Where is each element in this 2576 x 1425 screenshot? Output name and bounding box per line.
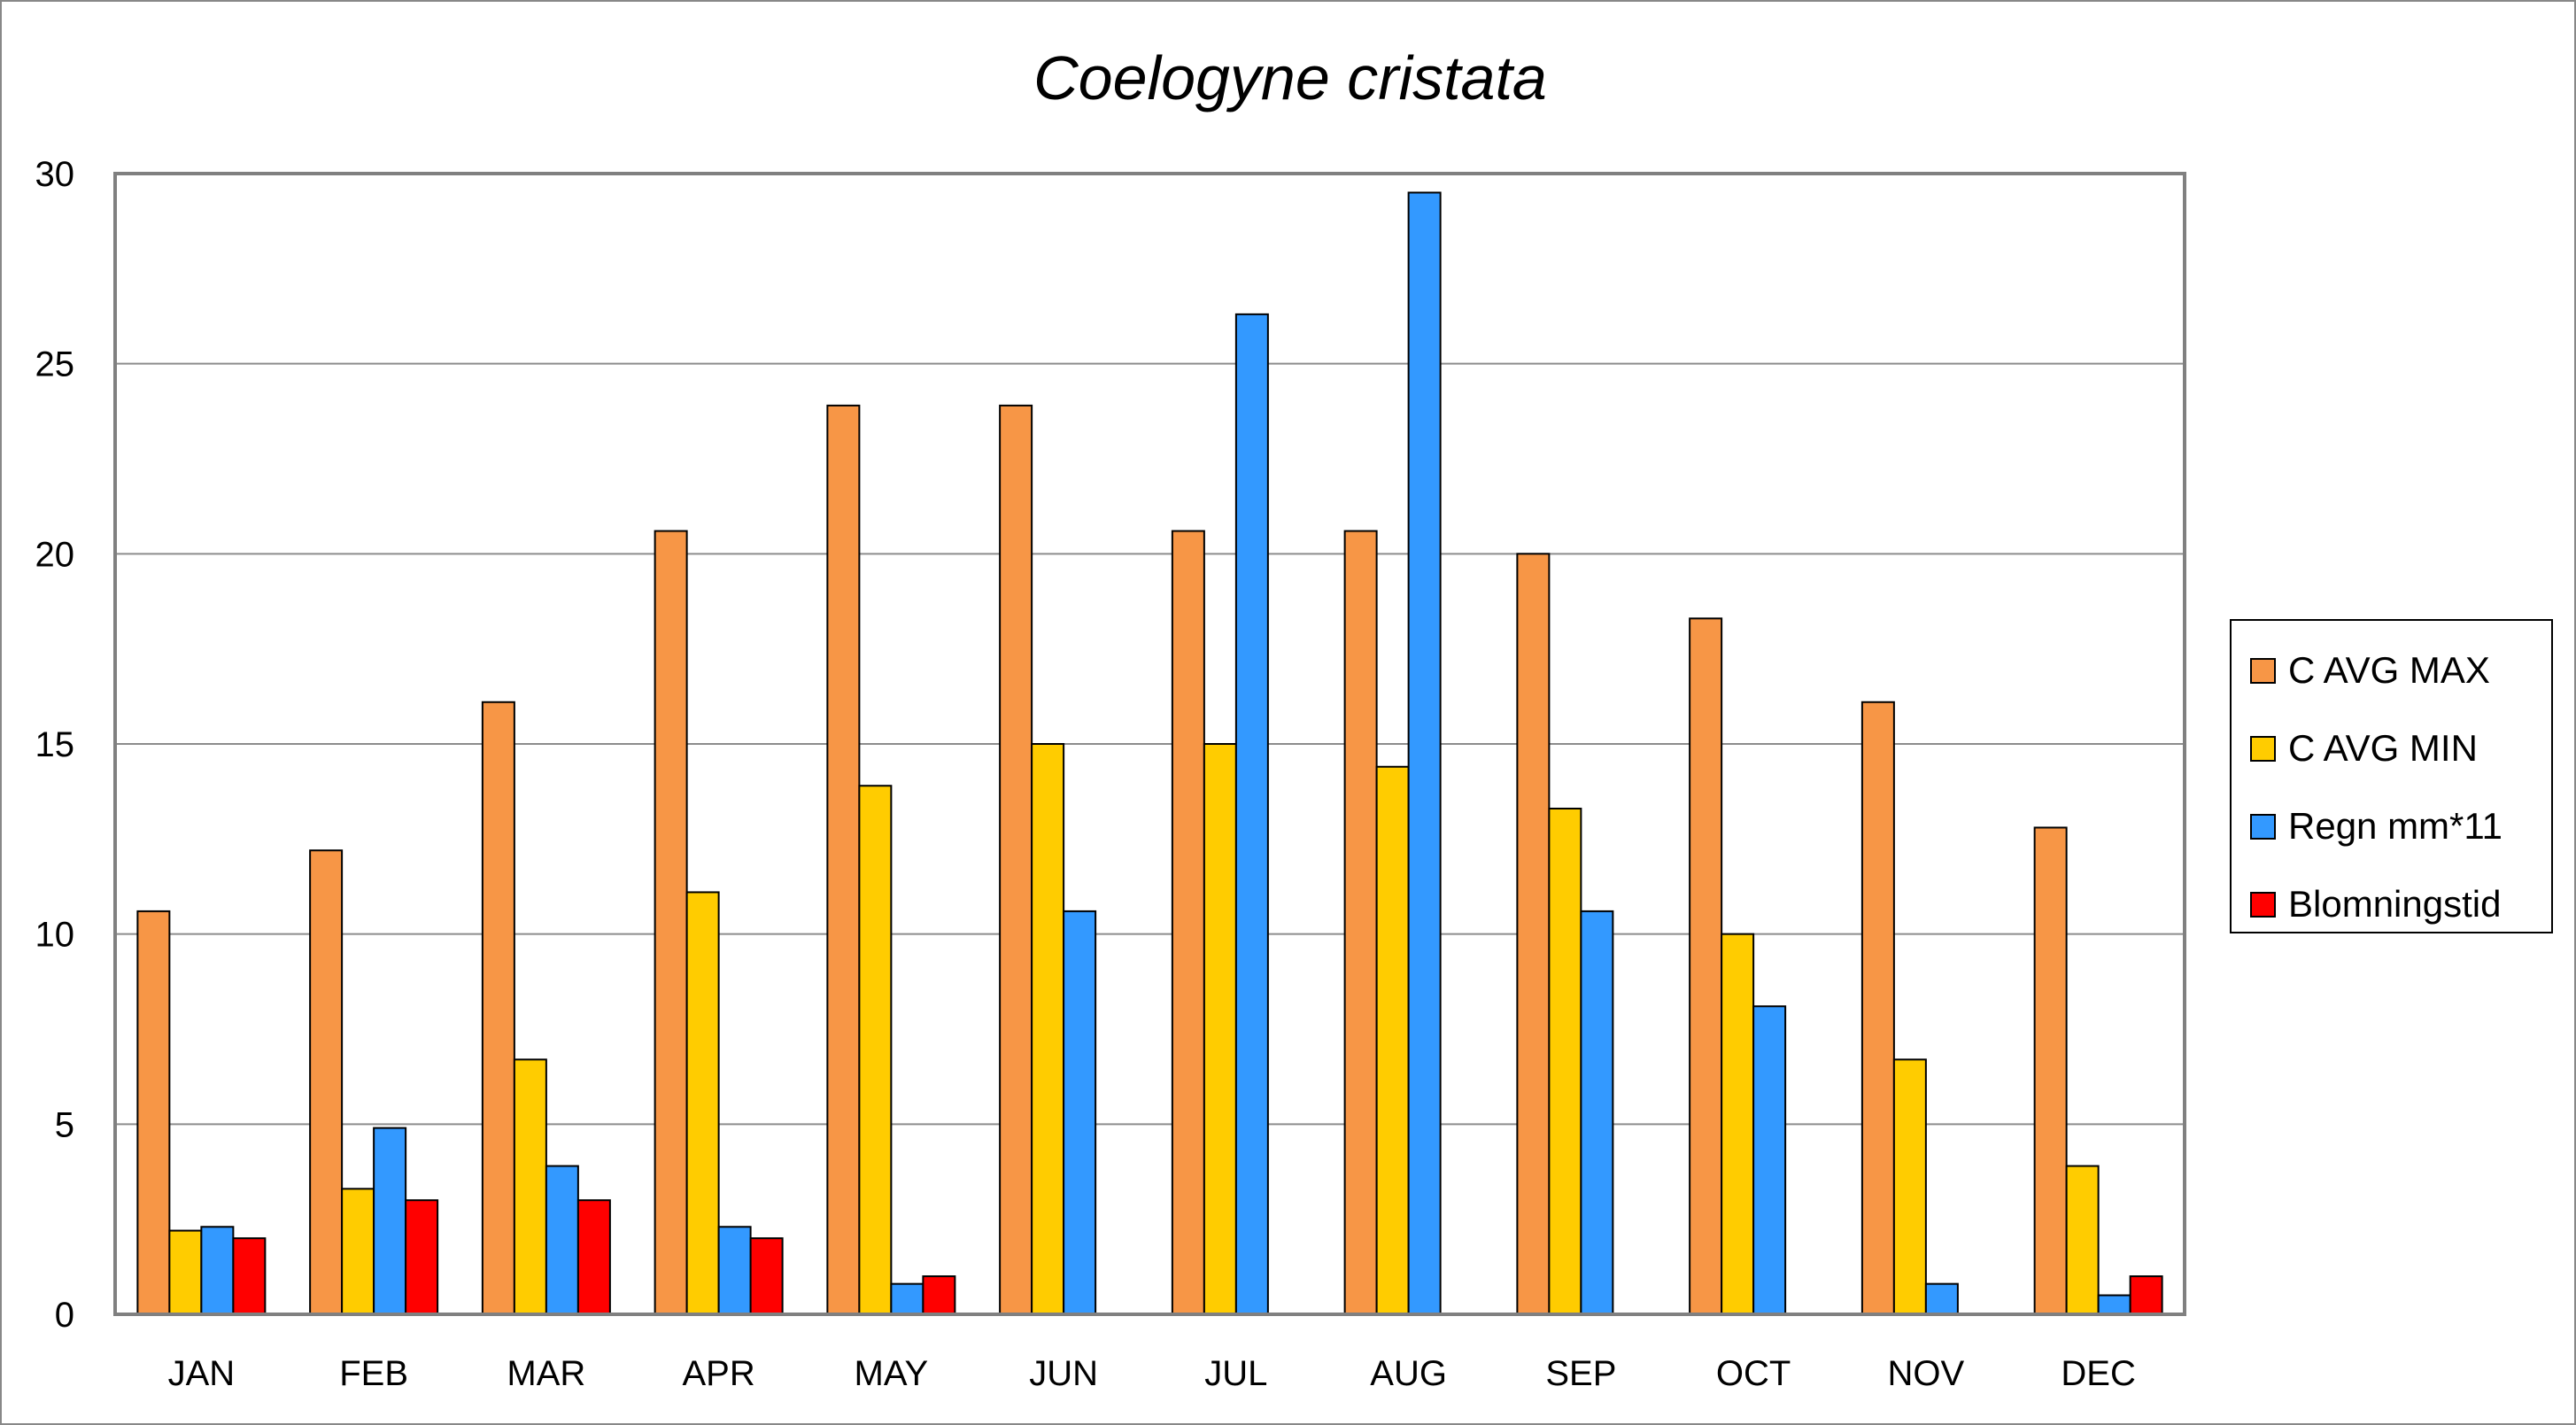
legend-swatch [2250, 658, 2276, 684]
bar [654, 530, 688, 1315]
x-tick-label: SEP [1545, 1354, 1616, 1393]
x-tick-label: MAY [855, 1354, 929, 1393]
legend-label: C AVG MIN [2288, 727, 2478, 769]
bar [341, 1188, 375, 1315]
x-tick-label: DEC [2061, 1354, 2135, 1393]
bar [1721, 933, 1755, 1315]
bar [1548, 807, 1582, 1315]
bar [576, 1199, 611, 1315]
x-tick-label: FEB [339, 1354, 408, 1393]
bar [513, 1058, 547, 1315]
y-tick-label: 0 [55, 1296, 74, 1335]
x-tick-label: MAR [507, 1354, 585, 1393]
gridlines [115, 362, 2185, 1126]
bar [922, 1275, 956, 1315]
x-axis: JAN FEB MAR APR MAY JUN JUL AUG SEP OCT NOV DEC [168, 1354, 2136, 1393]
y-tick-label: 30 [35, 155, 75, 194]
bar [2097, 1294, 2131, 1315]
legend-swatch [2250, 736, 2276, 762]
y-tick-label: 5 [55, 1105, 74, 1144]
bar [685, 891, 720, 1315]
x-tick-label: OCT [1716, 1354, 1791, 1393]
bar [1860, 701, 1895, 1315]
bar [1407, 191, 1442, 1315]
bar [717, 1226, 752, 1315]
bar [405, 1199, 439, 1315]
plot-area-border [113, 172, 2186, 1316]
y-tick-label: 15 [35, 725, 75, 764]
bar [373, 1127, 407, 1316]
bar [2129, 1275, 2163, 1315]
bar [1580, 910, 1614, 1315]
bar [2033, 826, 2068, 1315]
bar [1203, 743, 1237, 1315]
bar [1343, 530, 1378, 1315]
bar [232, 1237, 267, 1315]
bar [1031, 743, 1065, 1315]
bar [1892, 1058, 1927, 1315]
bar [481, 701, 515, 1315]
bar [1234, 313, 1269, 1315]
bar [1171, 530, 1205, 1315]
bar [2065, 1165, 2100, 1316]
bar [858, 785, 893, 1315]
y-tick-label: 20 [35, 535, 75, 574]
bar [545, 1165, 579, 1316]
x-tick-label: JUN [1029, 1354, 1098, 1393]
bar [168, 1229, 203, 1315]
bar [826, 404, 861, 1316]
bar [136, 910, 171, 1315]
legend-label: Regn mm*11 [2288, 805, 2503, 847]
legend-label: C AVG MAX [2288, 649, 2490, 691]
legend-swatch [2250, 814, 2276, 840]
y-tick-label: 10 [35, 916, 75, 955]
x-tick-label: JAN [168, 1354, 236, 1393]
bar [309, 849, 344, 1315]
legend: C AVG MAX C AVG MIN Regn mm*11 Blomningstid [2230, 619, 2553, 933]
bar [1375, 765, 1410, 1315]
bars [136, 191, 2163, 1316]
bar [890, 1282, 924, 1315]
bar [1516, 553, 1551, 1315]
x-tick-label: APR [683, 1354, 755, 1393]
y-tick-label: 25 [35, 345, 75, 384]
bar [200, 1226, 235, 1315]
x-tick-label: AUG [1370, 1354, 1447, 1393]
bar [1924, 1282, 1959, 1315]
bar [749, 1237, 784, 1315]
chart-title: Coelogyne cristata [1033, 43, 1547, 112]
legend-box [2230, 619, 2553, 933]
bar [1752, 1005, 1787, 1315]
x-tick-label: NOV [1888, 1354, 1965, 1393]
x-tick-label: JUL [1204, 1354, 1267, 1393]
bar [1063, 910, 1097, 1315]
bar [999, 404, 1033, 1316]
y-axis: 0 5 10 15 20 25 30 [35, 155, 75, 1335]
legend-swatch [2250, 892, 2276, 918]
legend-label: Blomningstid [2288, 883, 2501, 925]
bar [1689, 617, 1723, 1315]
